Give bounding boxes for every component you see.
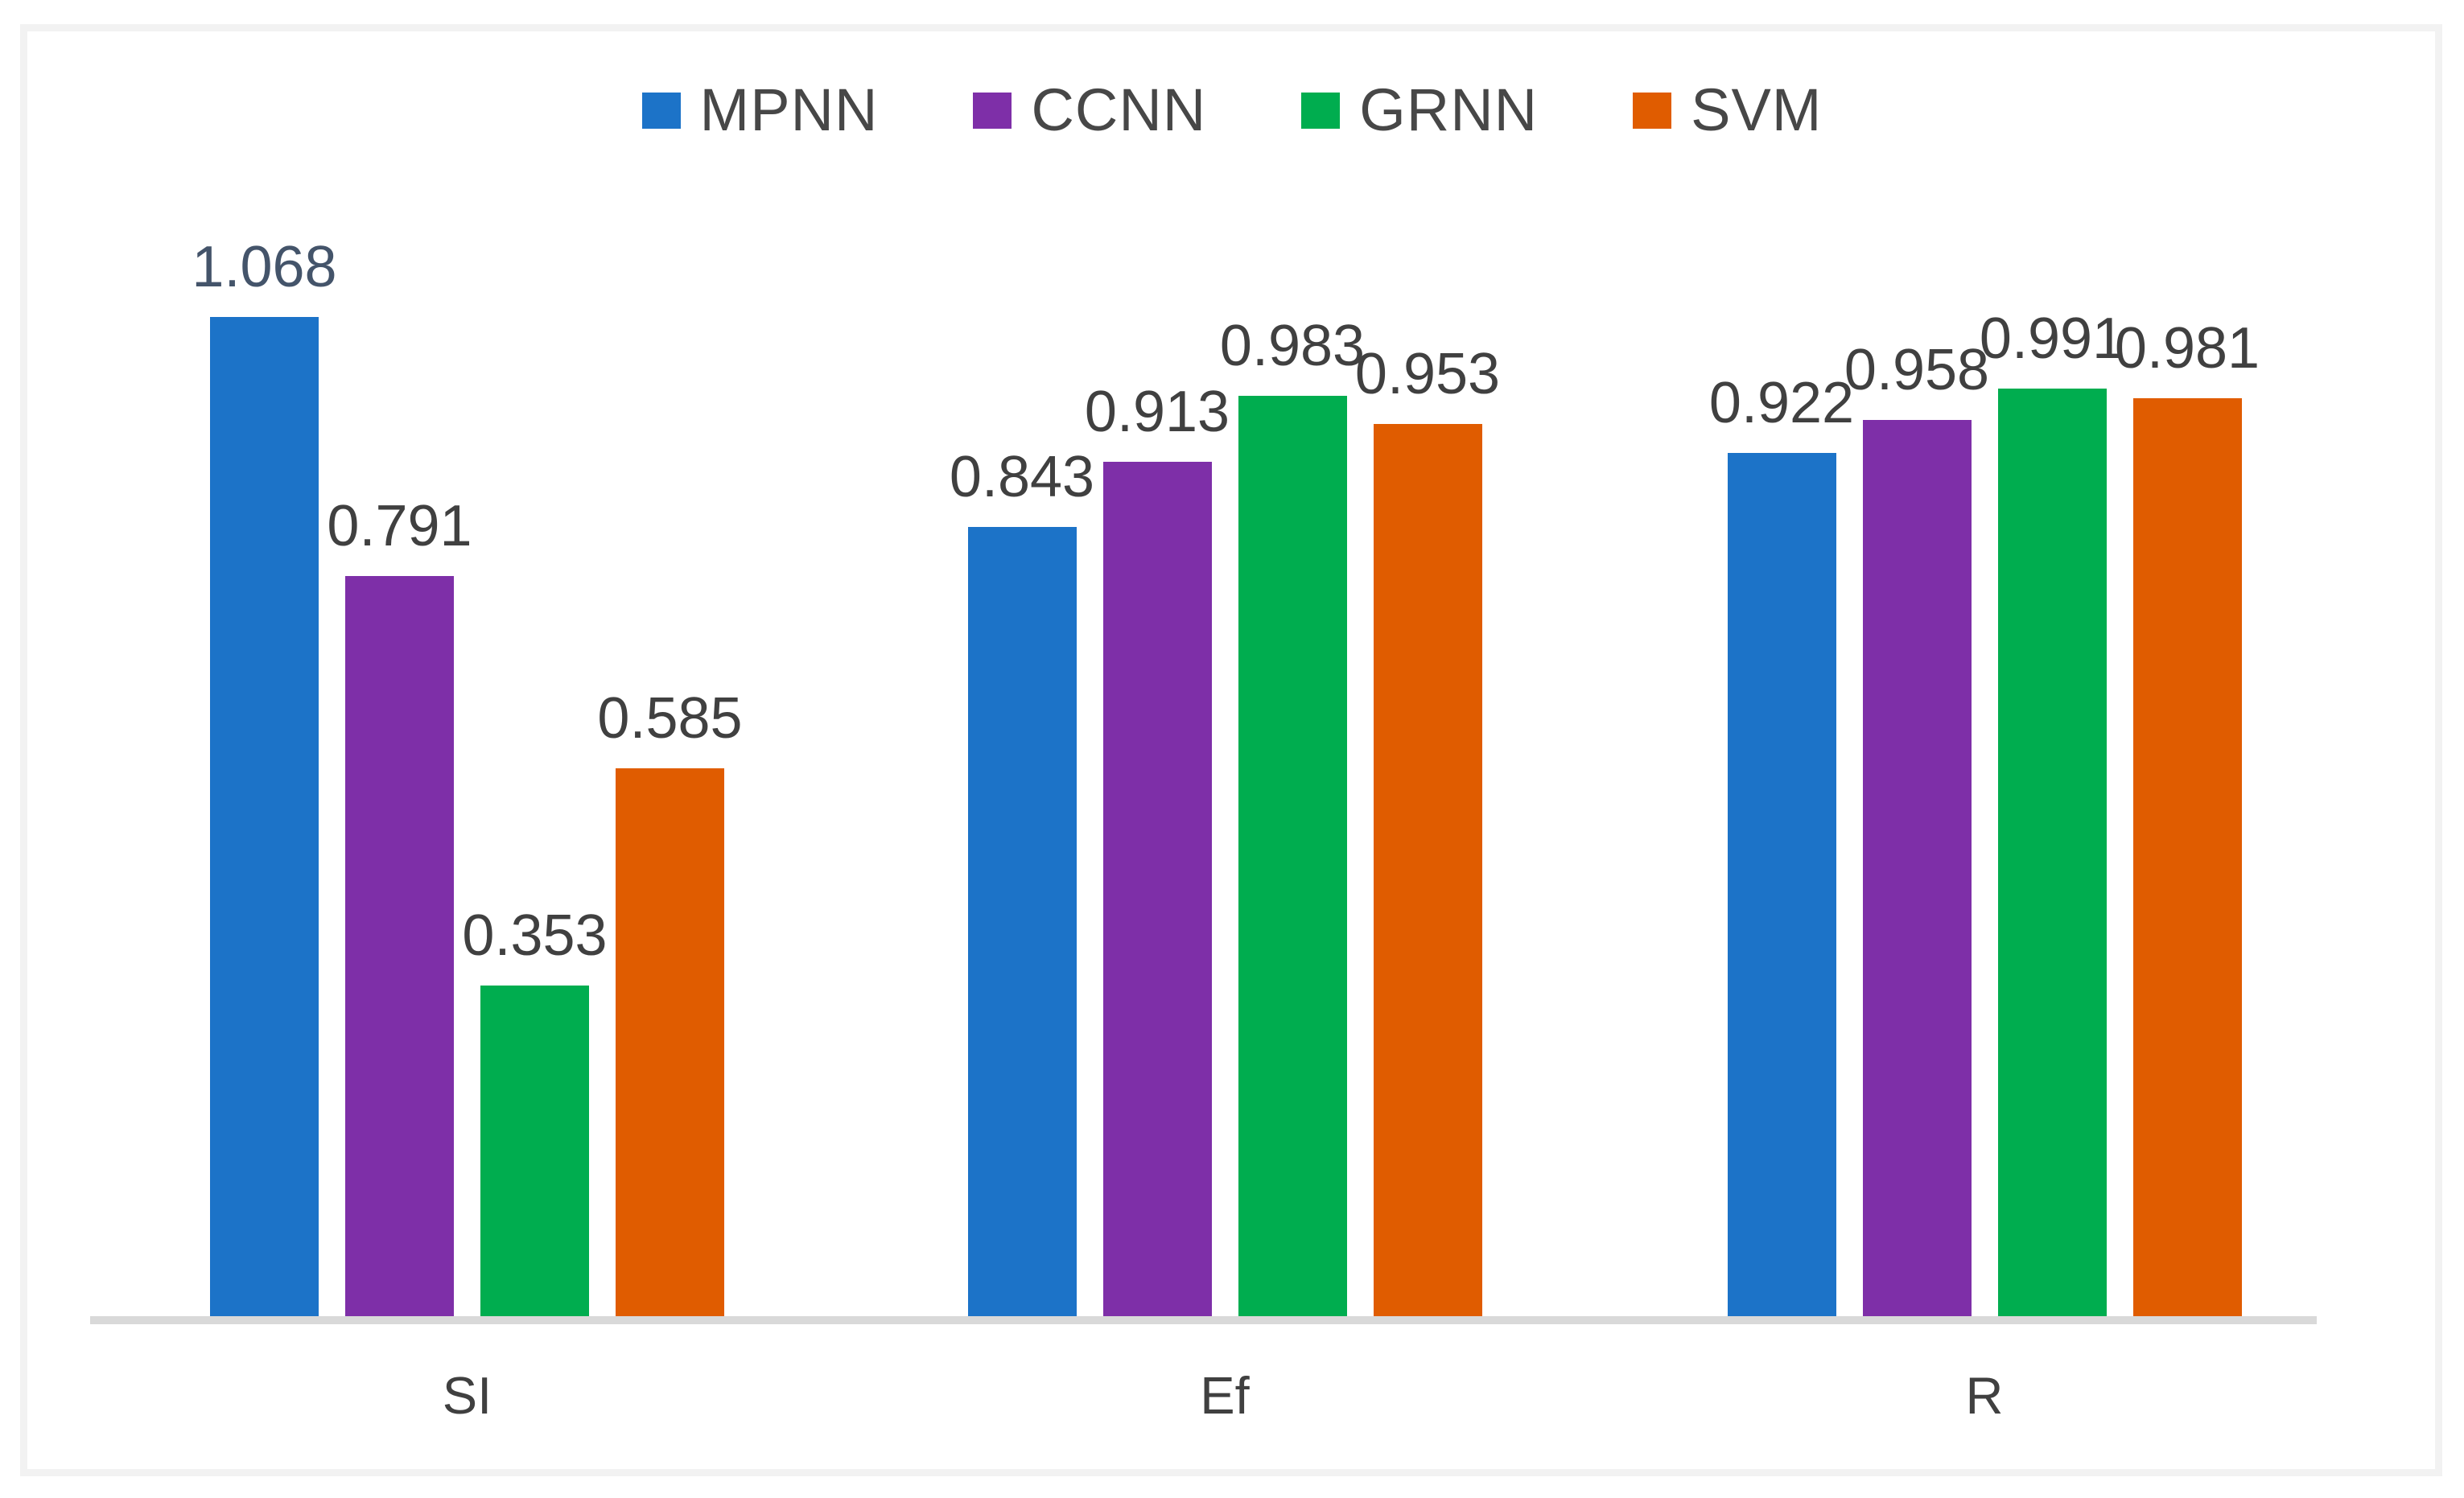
- x-axis-label-r: R: [1965, 1366, 2004, 1425]
- legend-label-mpnn: MPNN: [699, 76, 879, 143]
- plot-area: 1.068 0.791 0.353 0.585 0.843 0.913 0.983 0.953…: [90, 193, 2317, 1316]
- bar-value-label-ccnn-ef: 0.913: [1084, 380, 1230, 444]
- bar-value-label-svm-si: 0.585: [597, 686, 743, 751]
- legend-swatch-svm: [1633, 92, 1672, 129]
- bar-value-label-ccnn-r: 0.958: [1844, 338, 1990, 402]
- legend-item-grnn: GRNN: [1301, 80, 1538, 140]
- x-axis-label-ef: Ef: [1200, 1366, 1250, 1425]
- bar-mpnn-r: 0.922: [1709, 374, 1854, 1316]
- bar-mpnn-ef: 0.843: [950, 448, 1094, 1316]
- bar-value-label-ccnn-si: 0.791: [327, 494, 472, 558]
- bar-value-label-svm-r: 0.981: [2114, 316, 2260, 381]
- legend-swatch-ccnn: [973, 92, 1012, 129]
- bar-ccnn-ef: 0.913: [1085, 383, 1230, 1316]
- bar-svm-r: 0.981: [2115, 319, 2260, 1316]
- bar-value-label-mpnn-r: 0.922: [1708, 371, 1855, 435]
- legend-swatch-mpnn: [641, 92, 681, 129]
- legend-item-mpnn: MPNN: [641, 76, 879, 143]
- bar-value-label-mpnn-ef: 0.843: [949, 445, 1095, 509]
- bar-value-label-mpnn-si: 1.068: [192, 235, 337, 299]
- x-axis-labels: SI Ef R: [0, 1369, 2464, 1434]
- bar-svm-ef: 0.953: [1355, 345, 1500, 1316]
- bar-value-label-svm-ef: 0.953: [1354, 342, 1501, 406]
- legend-swatch-grnn: [1301, 92, 1341, 129]
- bar-ccnn-si: 0.791: [327, 497, 472, 1316]
- bar-grnn-si: 0.353: [462, 907, 608, 1316]
- bar-svm-si: 0.585: [597, 689, 743, 1316]
- legend: MPNN CCNN GRNN SVM: [0, 80, 2464, 140]
- legend-label-ccnn: CCNN: [1031, 76, 1207, 143]
- bar-group-si: 1.068 0.791 0.353 0.585: [192, 193, 743, 1316]
- bar-value-label-grnn-si: 0.353: [462, 903, 608, 968]
- bar-mpnn-si: 1.068: [192, 238, 337, 1316]
- legend-label-svm: SVM: [1691, 76, 1823, 143]
- bar-value-label-grnn-ef: 0.983: [1219, 314, 1366, 378]
- x-axis-label-si: SI: [442, 1366, 492, 1425]
- bar-ccnn-r: 0.958: [1844, 341, 1989, 1316]
- legend-item-ccnn: CCNN: [973, 80, 1206, 140]
- bar-group-ef: 0.843 0.913 0.983 0.953: [950, 193, 1500, 1316]
- bar-grnn-ef: 0.983: [1220, 317, 1365, 1316]
- x-axis-line: [90, 1316, 2317, 1324]
- legend-label-grnn: GRNN: [1359, 76, 1539, 143]
- bar-group-r: 0.922 0.958 0.991 0.981: [1709, 193, 2260, 1316]
- legend-item-svm: SVM: [1633, 80, 1822, 140]
- bar-value-label-grnn-r: 0.991: [1979, 307, 2125, 371]
- bar-grnn-r: 0.991: [1980, 310, 2124, 1316]
